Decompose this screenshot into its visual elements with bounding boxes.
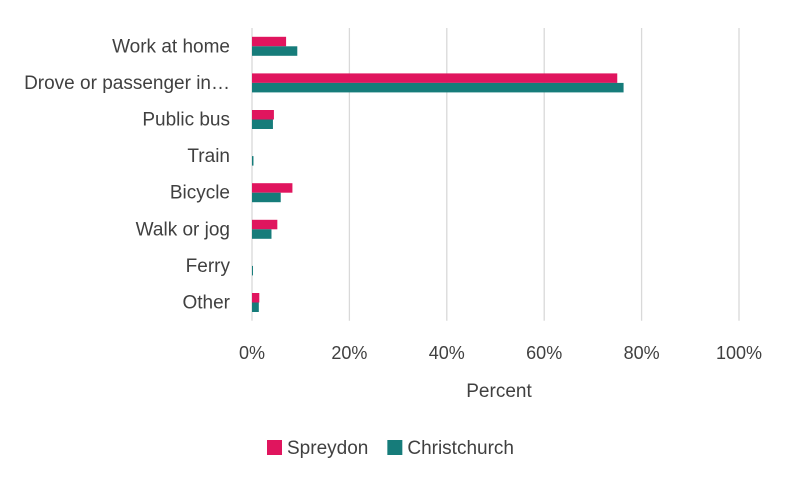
bar-christchurch (252, 229, 272, 239)
legend-swatch-christchurch (387, 440, 403, 455)
category-label: Other (182, 293, 230, 314)
x-axis-label: Percent (466, 381, 532, 402)
category-label: Public bus (142, 110, 230, 131)
category-label: Ferry (186, 256, 231, 277)
x-tick-labels: 0% 20% 40% 60% 80% 100% (239, 343, 762, 363)
bar-spreydon (252, 73, 618, 83)
bar-spreydon (252, 36, 287, 47)
bar-christchurch (252, 46, 298, 56)
bar-spreydon (252, 293, 260, 303)
legend-swatch-spreydon (267, 440, 282, 455)
category-labels: Work at home Drove or passenger in… Public… (24, 36, 231, 313)
category-label: Bicycle (170, 183, 230, 204)
x-tick-label: 0% (239, 343, 265, 363)
legend: Spreydon Christchurch (267, 438, 514, 459)
bars (252, 36, 624, 312)
bar-christchurch (252, 119, 273, 129)
x-tick-label: 100% (716, 343, 762, 363)
bar-christchurch (252, 192, 281, 203)
x-tick-label: 80% (624, 343, 660, 363)
category-label: Drove or passenger in… (24, 73, 230, 94)
x-tick-label: 60% (526, 343, 562, 363)
bar-christchurch (252, 156, 254, 166)
category-label: Train (187, 146, 230, 167)
bar-spreydon (252, 219, 278, 230)
legend-label-spreydon: Spreydon (287, 438, 368, 459)
bar-christchurch (252, 82, 624, 93)
bar-spreydon (252, 110, 274, 120)
bar-spreydon (252, 183, 293, 193)
category-label: Work at home (112, 36, 230, 57)
legend-label-christchurch: Christchurch (407, 438, 514, 459)
bar-christchurch (252, 302, 259, 312)
bar-christchurch (252, 265, 253, 276)
x-tick-label: 20% (331, 343, 367, 363)
x-tick-label: 40% (429, 343, 465, 363)
category-label: Walk or jog (136, 219, 230, 240)
gridlines (251, 28, 740, 321)
